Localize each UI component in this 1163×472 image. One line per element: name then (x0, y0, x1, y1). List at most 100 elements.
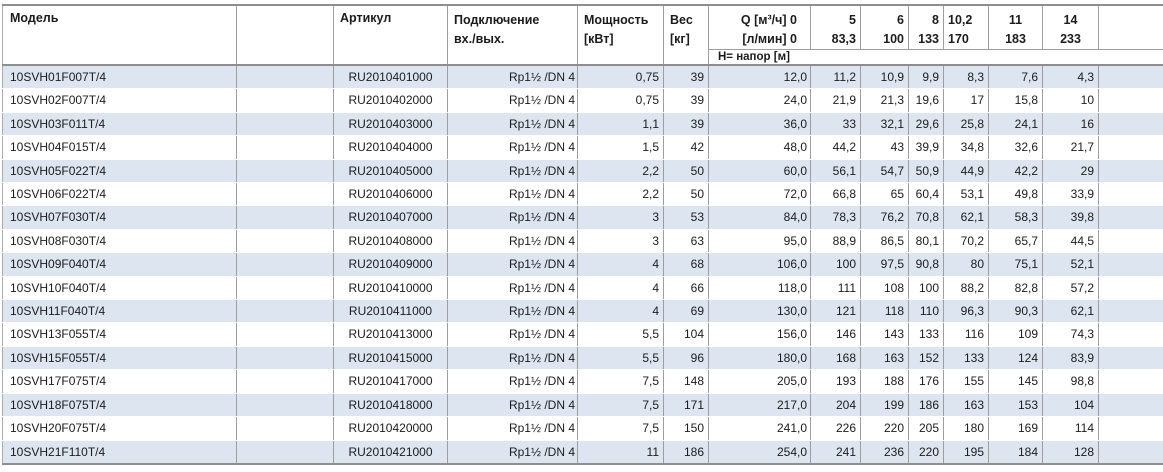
col-header-connection: Подключение вх./вых. (447, 5, 578, 66)
cell-head-q1: 241 (810, 440, 861, 465)
cell-connection: Rp1½ /DN 4 (447, 416, 578, 441)
cell-spacer-right (1098, 135, 1163, 160)
col-header-flow-2: 6 100 (860, 5, 909, 50)
cell-head-q4: 163 (943, 393, 989, 418)
col-header-weight: Вес [кг] (663, 5, 709, 66)
col-header-flow-1: 5 83,3 (810, 5, 861, 50)
cell-article: RU2010413000 (333, 322, 448, 347)
cell-head-q3: 70,8 (908, 205, 944, 230)
cell-head-q0: 118,0 (708, 276, 811, 301)
cell-power: 1,5 (577, 135, 664, 160)
cell-spacer-right (1098, 112, 1163, 137)
cell-connection: Rp1½ /DN 4 (447, 346, 578, 371)
cell-connection: Rp1½ /DN 4 (447, 252, 578, 277)
cell-article: RU2010409000 (333, 252, 448, 277)
cell-head-q4: 53,1 (943, 182, 989, 207)
cell-head-q3: 110 (908, 299, 944, 324)
table-row: 10SVH15F055T/4 RU2010415000 Rp1½ /DN 4 5,5 9… (2, 346, 1163, 371)
cell-head-q0: 106,0 (708, 252, 811, 277)
cell-weight: 104 (663, 322, 709, 347)
cell-weight: 186 (663, 440, 709, 465)
cell-head-q2: 43 (860, 135, 909, 160)
cell-head-q3: 100 (908, 276, 944, 301)
col-header-flow-4: 10,2 170 (943, 5, 989, 50)
cell-head-q0: 95,0 (708, 229, 811, 254)
table-header: Модель Артикул Подключение вх./вых. Мощн… (2, 5, 1163, 66)
cell-head-q0: 217,0 (708, 393, 811, 418)
cell-spacer-right (1098, 393, 1163, 418)
cell-head-q5: 42,2 (988, 159, 1043, 184)
cell-head-q6: 83,9 (1042, 346, 1099, 371)
cell-power: 7,5 (577, 416, 664, 441)
cell-head-q1: 121 (810, 299, 861, 324)
cell-spacer (236, 135, 334, 160)
cell-spacer-right (1098, 159, 1163, 184)
cell-connection: Rp1½ /DN 4 (447, 159, 578, 184)
cell-head-q0: 180,0 (708, 346, 811, 371)
cell-model: 10SVH08F030T/4 (2, 229, 237, 254)
cell-head-q5: 7,6 (988, 65, 1043, 90)
cell-head-q4: 180 (943, 416, 989, 441)
cell-article: RU2010407000 (333, 205, 448, 230)
cell-weight: 53 (663, 205, 709, 230)
cell-power: 11 (577, 440, 664, 465)
cell-connection: Rp1½ /DN 4 (447, 299, 578, 324)
cell-head-q3: 9,9 (908, 65, 944, 90)
cell-connection: Rp1½ /DN 4 (447, 182, 578, 207)
cell-weight: 39 (663, 88, 709, 113)
cell-article: RU2010411000 (333, 299, 448, 324)
col-header-weight-line2: [кг] (670, 32, 690, 46)
col-header-connection-line1: Подключение (454, 13, 540, 27)
cell-head-q3: 50,9 (908, 159, 944, 184)
table-row: 10SVH21F110T/4 RU2010421000 Rp1½ /DN 4 11 18… (2, 440, 1163, 465)
cell-head-q4: 8,3 (943, 65, 989, 90)
cell-head-q3: 205 (908, 416, 944, 441)
col-header-spacer-right (1098, 5, 1163, 50)
cell-connection: Rp1½ /DN 4 (447, 276, 578, 301)
cell-weight: 150 (663, 416, 709, 441)
cell-head-q0: 254,0 (708, 440, 811, 465)
table-row: 10SVH11F040T/4 RU2010411000 Rp1½ /DN 4 4 69 1… (2, 299, 1163, 324)
cell-head-q2: 86,5 (860, 229, 909, 254)
cell-head-q2: 21,3 (860, 88, 909, 113)
cell-spacer-right (1098, 299, 1163, 324)
col-header-power-line2: [кВт] (584, 32, 614, 46)
table-row: 10SVH20F075T/4 RU2010420000 Rp1½ /DN 4 7,5 1… (2, 416, 1163, 441)
table-row: 10SVH08F030T/4 RU2010408000 Rp1½ /DN 4 3 63 9… (2, 229, 1163, 254)
cell-head-q2: 10,9 (860, 65, 909, 90)
cell-head-q5: 153 (988, 393, 1043, 418)
cell-head-q1: 226 (810, 416, 861, 441)
cell-head-q0: 24,0 (708, 88, 811, 113)
cell-model: 10SVH13F055T/4 (2, 322, 237, 347)
cell-head-q4: 80 (943, 252, 989, 277)
cell-power: 4 (577, 299, 664, 324)
col-header-model: Модель (2, 5, 237, 66)
cell-weight: 39 (663, 65, 709, 90)
cell-head-q6: 52,1 (1042, 252, 1099, 277)
cell-head-q6: 62,1 (1042, 299, 1099, 324)
cell-article: RU2010421000 (333, 440, 448, 465)
cell-power: 0,75 (577, 88, 664, 113)
cell-spacer-right (1098, 346, 1163, 371)
cell-head-q2: 199 (860, 393, 909, 418)
cell-connection: Rp1½ /DN 4 (447, 322, 578, 347)
table-row: 10SVH05F022T/4 RU2010405000 Rp1½ /DN 4 2,2 5… (2, 159, 1163, 184)
cell-head-q4: 70,2 (943, 229, 989, 254)
cell-spacer-right (1098, 416, 1163, 441)
cell-head-q0: 12,0 (708, 65, 811, 90)
cell-spacer (236, 322, 334, 347)
cell-head-q1: 146 (810, 322, 861, 347)
table-row: 10SVH10F040T/4 RU2010410000 Rp1½ /DN 4 4 66 1… (2, 276, 1163, 301)
cell-head-q3: 90,8 (908, 252, 944, 277)
cell-article: RU2010418000 (333, 393, 448, 418)
cell-head-q0: 36,0 (708, 112, 811, 137)
cell-head-q2: 32,1 (860, 112, 909, 137)
cell-spacer (236, 229, 334, 254)
cell-head-q5: 32,6 (988, 135, 1043, 160)
col-header-power: Мощность [кВт] (577, 5, 664, 66)
table-row: 10SVH03F011T/4 RU2010403000 Rp1½ /DN 4 1,1 3… (2, 112, 1163, 137)
cell-article: RU2010405000 (333, 159, 448, 184)
cell-head-q0: 130,0 (708, 299, 811, 324)
table-row: 10SVH09F040T/4 RU2010409000 Rp1½ /DN 4 4 68 1… (2, 252, 1163, 277)
cell-head-q6: 21,7 (1042, 135, 1099, 160)
